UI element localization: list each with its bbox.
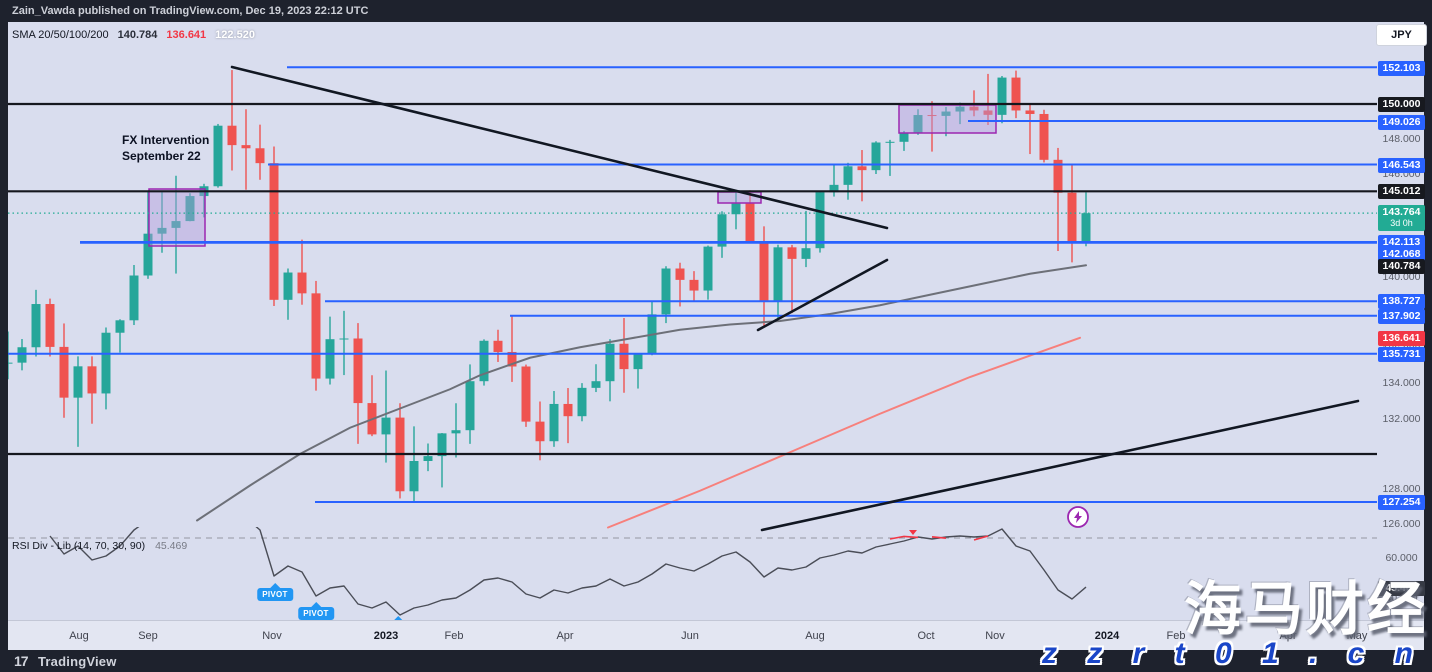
axis-price-chip: 149.026 [1378,114,1425,130]
axis-price-label: 132.000 [1382,413,1421,425]
axis-price-chip: 145.012 [1378,183,1425,199]
axis-price-chip: 137.902 [1378,308,1425,324]
axis-price-chip: 136.641 [1378,330,1425,346]
time-axis-tick: Nov [262,630,282,642]
pivot-label[interactable]: PIVOT [257,583,293,601]
axis-price-chip: 127.254 [1378,494,1425,510]
time-axis-tick: Feb [444,630,464,642]
fx-annotation-line1: FX Intervention [122,133,210,147]
pivot-label[interactable]: PIVOT [298,602,334,620]
time-axis-tick: Jun [681,630,699,642]
axis-price-chip: 150.000 [1378,96,1425,112]
time-axis-tick: 2023 [373,630,399,642]
fx-intervention-annotation[interactable]: FX Intervention September 22 [122,132,209,164]
time-axis-tick: Apr [1279,630,1297,642]
time-axis-tick: Nov [985,630,1005,642]
rsi-indicator-legend[interactable]: RSI Div - Lib (14, 70, 30, 90) 45.469 [12,540,187,552]
sma100-value: 136.641 [166,29,207,41]
axis-price-chip: 152.103 [1378,60,1425,76]
time-axis-tick: Aug [69,630,89,642]
attribution-bar: Zain_Vawda published on TradingView.com,… [0,0,1432,22]
time-axis[interactable]: Aug Sep Nov 2023 Feb Apr Jun Aug Oct Nov 2024 Feb Ap… [8,620,1424,651]
sma-legend-label: SMA 20/50/100/200 [12,29,109,41]
axis-price-chip: 135.731 [1378,346,1425,362]
axis-price-label: 128.000 [1382,483,1421,495]
indicator-legend[interactable]: SMA 20/50/100/200 140.784 136.641 122.520 [12,29,255,41]
rsi-pivot-layer: PIVOTPIVOTPIVOT [8,527,1377,620]
currency-toggle-jpy[interactable]: JPY [1376,24,1427,46]
tradingview-brand[interactable]: TradingView [38,654,117,669]
current-price-chip: 143.764 3d 0h [1378,205,1425,231]
time-axis-tick: May [1346,630,1368,642]
sma50-value: 140.784 [117,29,158,41]
axis-price-label: 140.000 [1382,271,1421,283]
axis-price-label: 148.000 [1382,133,1421,145]
candle-countdown: 3d 0h [1390,218,1413,228]
sma200-value: 122.520 [215,29,255,41]
attribution-text: Zain_Vawda published on TradingView.com,… [12,5,369,17]
axis-price-label: 134.000 [1382,377,1421,389]
rsi-legend-label: RSI Div - Lib (14, 70, 30, 90) [12,540,146,552]
time-axis-tick: Feb [1166,630,1186,642]
time-axis-tick: Apr [556,630,574,642]
axis-price-chip: 142.068 [1378,246,1425,262]
axis-price-chip: 140.784 [1378,258,1425,274]
tradingview-logo-icon[interactable]: 17 [14,653,29,669]
axis-price-label: 126.000 [1382,518,1421,530]
time-axis-tick: Aug [805,630,825,642]
axis-price-chip: 146.543 [1378,157,1425,173]
time-axis-tick: Sep [138,630,158,642]
time-axis-tick: 2024 [1094,630,1120,642]
axis-price-label: 60.000 [1385,552,1418,564]
axis-price-chip: 142.113 [1378,234,1425,250]
rsi-current-value: 45.469 [155,540,188,552]
footer-bar: 17 TradingView [0,650,1432,672]
axis-price-chip: 138.727 [1378,293,1425,309]
axis-price-chip: 45.469 [1378,580,1425,596]
fx-annotation-line2: September 22 [122,149,201,163]
time-axis-tick: Oct [917,630,935,642]
